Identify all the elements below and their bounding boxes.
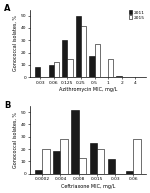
Bar (94, 44, 100, 77)
Bar (71, 110, 79, 174)
Bar (42, 149, 50, 174)
Bar (60, 139, 68, 174)
Bar (108, 159, 115, 174)
Bar (62, 40, 68, 77)
Bar (35, 170, 42, 174)
Text: B: B (4, 101, 11, 110)
Bar (126, 171, 133, 174)
Bar (76, 16, 81, 77)
Bar (81, 25, 86, 77)
Bar (90, 143, 97, 174)
Bar (97, 149, 104, 174)
Bar (108, 59, 114, 77)
Bar (89, 56, 94, 77)
Bar (53, 152, 60, 174)
X-axis label: Ceftriaxone MIC, mg/L: Ceftriaxone MIC, mg/L (61, 184, 115, 189)
Bar (68, 59, 73, 77)
Y-axis label: Gonococcal isolates, %: Gonococcal isolates, % (13, 15, 18, 71)
X-axis label: Azithromycin MIC, mg/L: Azithromycin MIC, mg/L (59, 87, 117, 92)
Y-axis label: Gonococcal isolates, %: Gonococcal isolates, % (13, 112, 18, 168)
Legend: 2011, 2015: 2011, 2015 (129, 10, 145, 20)
Bar (79, 158, 86, 174)
Bar (133, 139, 141, 174)
Bar (49, 65, 54, 77)
Text: A: A (4, 4, 11, 13)
Bar (35, 67, 40, 77)
Bar (116, 76, 122, 77)
Bar (54, 62, 59, 77)
